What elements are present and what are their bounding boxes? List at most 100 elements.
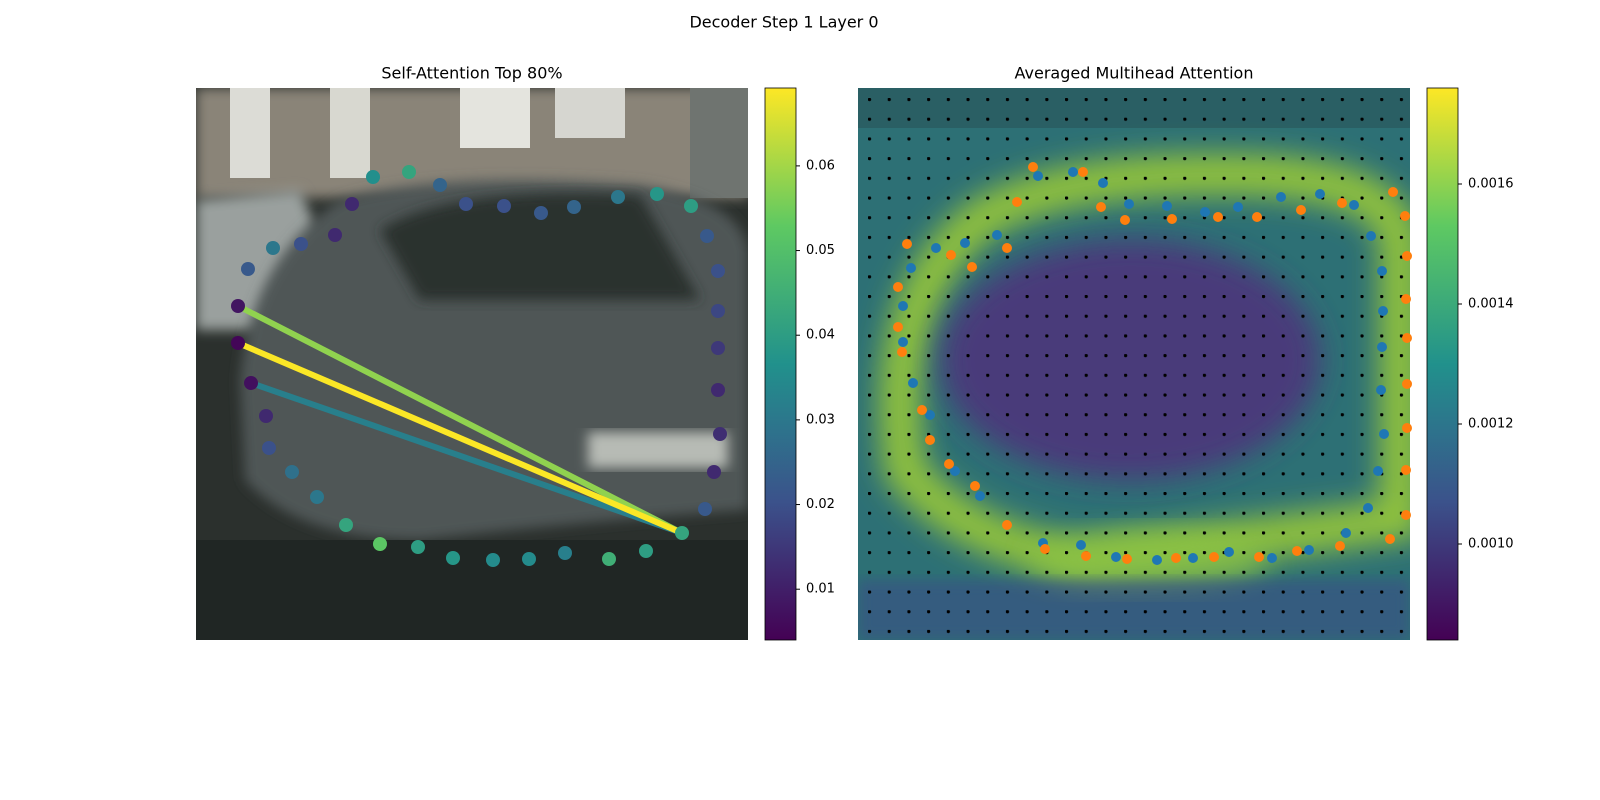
point [713, 427, 727, 441]
point [925, 435, 935, 445]
point [459, 197, 473, 211]
point [1292, 546, 1302, 556]
point [1033, 171, 1043, 181]
point [1002, 243, 1012, 253]
point [1402, 251, 1412, 261]
point [1122, 554, 1132, 564]
point [1276, 192, 1286, 202]
attention-link [236, 303, 684, 536]
point [1315, 189, 1325, 199]
point [558, 546, 572, 560]
point [1188, 553, 1198, 563]
point [925, 410, 935, 420]
point [259, 409, 273, 423]
point [1233, 202, 1243, 212]
point [1040, 544, 1050, 554]
point [1171, 553, 1181, 563]
point [1162, 201, 1172, 211]
point [711, 304, 725, 318]
point [906, 263, 916, 273]
point [1078, 167, 1088, 177]
point [1337, 198, 1347, 208]
point [497, 199, 511, 213]
colorbar-tick-label: 0.01 [806, 582, 835, 597]
point [931, 243, 941, 253]
point [567, 200, 581, 214]
point [1341, 528, 1351, 538]
point [602, 552, 616, 566]
point [1224, 547, 1234, 557]
point [339, 518, 353, 532]
colorbar [1426, 87, 1459, 641]
colorbar-tick-label: 0.0012 [1468, 417, 1514, 432]
point [1378, 306, 1388, 316]
point [345, 197, 359, 211]
point [366, 170, 380, 184]
point [402, 165, 416, 179]
colorbar-tick-label: 0.02 [806, 497, 835, 512]
point [992, 230, 1002, 240]
point [950, 466, 960, 476]
point [1379, 429, 1389, 439]
point [1401, 294, 1411, 304]
point [908, 378, 918, 388]
point [1401, 510, 1411, 520]
point [1363, 503, 1373, 513]
point [1209, 552, 1219, 562]
point [1373, 466, 1383, 476]
colorbar-tick-label: 0.0014 [1468, 297, 1514, 312]
point [1120, 215, 1130, 225]
point [960, 238, 970, 248]
point [294, 237, 308, 251]
point [1400, 211, 1410, 221]
attention-link [250, 380, 683, 536]
point [700, 229, 714, 243]
point [1377, 342, 1387, 352]
point [1377, 266, 1387, 276]
point [970, 481, 980, 491]
point [711, 264, 725, 278]
point [893, 322, 903, 332]
point [244, 376, 258, 390]
point [1401, 465, 1411, 475]
colorbar [764, 87, 797, 641]
colorbar-tick-label: 0.0010 [1468, 537, 1514, 552]
subplot-title: Averaged Multihead Attention [1015, 64, 1254, 83]
point [522, 552, 536, 566]
point [707, 465, 721, 479]
point [1002, 520, 1012, 530]
attention-link [236, 340, 684, 536]
point [1388, 187, 1398, 197]
point [1111, 552, 1121, 562]
point [967, 262, 977, 272]
point [897, 347, 907, 357]
point [231, 299, 245, 313]
point [946, 250, 956, 260]
point [1296, 205, 1306, 215]
point [1213, 212, 1223, 222]
colorbar-tick-label: 0.05 [806, 243, 835, 258]
photo-backdrop [196, 88, 748, 640]
point [1385, 534, 1395, 544]
point [1012, 197, 1022, 207]
figure-title: Decoder Step 1 Layer 0 [689, 13, 878, 32]
point [285, 465, 299, 479]
point [898, 337, 908, 347]
point [893, 282, 903, 292]
colorbar-tick-label: 0.0016 [1468, 177, 1514, 192]
point [1366, 231, 1376, 241]
point [1096, 202, 1106, 212]
point [411, 540, 425, 554]
point [611, 190, 625, 204]
point [1349, 200, 1359, 210]
subplot-title: Self-Attention Top 80% [381, 64, 562, 83]
point [373, 537, 387, 551]
point [1402, 423, 1412, 433]
point [328, 228, 342, 242]
point [902, 239, 912, 249]
point [917, 405, 927, 415]
point [975, 491, 985, 501]
point [1304, 545, 1314, 555]
